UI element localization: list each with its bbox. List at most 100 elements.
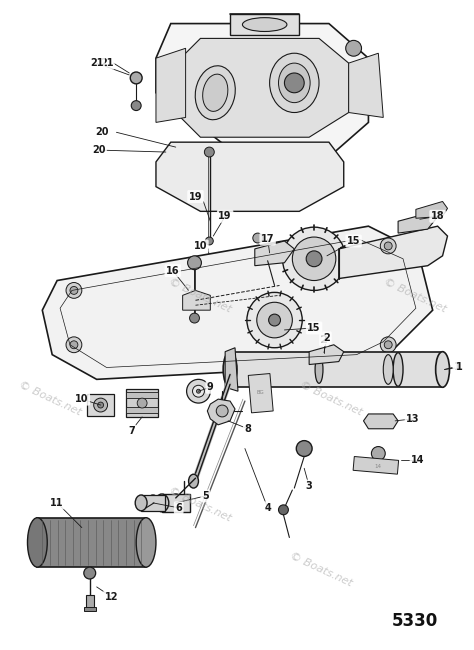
Circle shape (380, 337, 396, 353)
Ellipse shape (147, 495, 159, 511)
Bar (86, 595, 94, 608)
Polygon shape (255, 241, 294, 266)
Ellipse shape (195, 66, 235, 120)
Bar (126, 407, 158, 413)
Ellipse shape (242, 18, 287, 31)
Ellipse shape (203, 74, 228, 111)
Circle shape (292, 237, 336, 281)
Ellipse shape (189, 474, 199, 488)
Ellipse shape (155, 494, 169, 512)
Circle shape (131, 101, 141, 111)
Polygon shape (42, 226, 433, 380)
Circle shape (190, 313, 200, 323)
Text: 6: 6 (175, 503, 182, 513)
Polygon shape (364, 414, 398, 429)
Circle shape (247, 292, 302, 348)
Text: 21: 21 (90, 58, 103, 68)
Circle shape (296, 441, 312, 456)
Text: 10: 10 (194, 241, 207, 251)
Circle shape (70, 287, 78, 294)
Text: 19: 19 (189, 192, 202, 202)
Ellipse shape (169, 494, 182, 512)
Text: 21: 21 (100, 58, 113, 68)
Text: 2: 2 (320, 335, 328, 344)
Circle shape (66, 283, 82, 298)
Circle shape (205, 237, 213, 245)
Text: © Boats.net: © Boats.net (298, 380, 364, 418)
Bar (126, 389, 158, 417)
Text: © Boats.net: © Boats.net (17, 380, 82, 418)
Circle shape (279, 505, 288, 515)
Text: 1: 1 (454, 363, 461, 372)
Circle shape (70, 341, 78, 348)
Text: 15: 15 (307, 323, 321, 333)
Ellipse shape (270, 53, 319, 112)
Text: © Boats.net: © Boats.net (289, 551, 354, 588)
Text: 17: 17 (261, 234, 274, 244)
Circle shape (188, 256, 201, 270)
Text: 16: 16 (166, 266, 180, 276)
Text: 14: 14 (411, 456, 425, 465)
Ellipse shape (136, 517, 156, 567)
Bar (353, 456, 399, 474)
Ellipse shape (315, 356, 323, 383)
Text: 15: 15 (347, 236, 360, 246)
Circle shape (216, 405, 228, 417)
Ellipse shape (436, 352, 449, 387)
Circle shape (384, 242, 392, 250)
Polygon shape (182, 291, 210, 310)
Ellipse shape (393, 353, 403, 386)
Text: BG: BG (257, 390, 264, 395)
Circle shape (269, 314, 281, 326)
Circle shape (192, 385, 204, 397)
Ellipse shape (223, 352, 237, 387)
Text: 18: 18 (431, 211, 445, 221)
Polygon shape (339, 226, 447, 279)
Polygon shape (156, 23, 368, 157)
Text: 20: 20 (92, 145, 105, 155)
Text: 20: 20 (95, 127, 109, 137)
Text: 5: 5 (202, 491, 209, 501)
Ellipse shape (279, 63, 310, 103)
Text: 11: 11 (50, 498, 64, 508)
Text: 10: 10 (75, 394, 89, 404)
Ellipse shape (135, 495, 147, 511)
Polygon shape (225, 348, 238, 391)
Ellipse shape (27, 517, 47, 567)
Polygon shape (309, 344, 344, 365)
Circle shape (384, 341, 392, 348)
Bar (162, 494, 190, 512)
Text: 1: 1 (456, 363, 463, 372)
Text: 19: 19 (219, 211, 232, 221)
Polygon shape (156, 142, 344, 211)
Circle shape (84, 567, 96, 579)
Circle shape (137, 398, 147, 408)
Text: 4: 4 (264, 503, 271, 513)
Circle shape (204, 147, 214, 157)
Text: 8: 8 (245, 424, 251, 434)
Circle shape (187, 380, 210, 403)
Polygon shape (349, 53, 383, 118)
Circle shape (253, 233, 263, 243)
Text: 2: 2 (324, 333, 330, 343)
Bar (126, 392, 158, 398)
Polygon shape (176, 38, 349, 137)
Circle shape (372, 447, 385, 460)
Bar (248, 374, 273, 413)
Bar (87, 394, 114, 416)
Circle shape (94, 398, 108, 412)
Circle shape (346, 40, 362, 56)
Text: 12: 12 (105, 592, 118, 602)
Bar (230, 352, 443, 387)
Text: © Boats.net: © Boats.net (167, 278, 232, 315)
Circle shape (284, 73, 304, 93)
Polygon shape (207, 399, 235, 425)
Circle shape (130, 72, 142, 84)
Circle shape (283, 227, 346, 291)
Bar (84, 606, 96, 610)
Text: 13: 13 (406, 414, 419, 424)
Text: 5330: 5330 (392, 612, 438, 630)
Circle shape (197, 389, 201, 393)
Polygon shape (398, 213, 436, 233)
Text: 14: 14 (375, 464, 382, 469)
